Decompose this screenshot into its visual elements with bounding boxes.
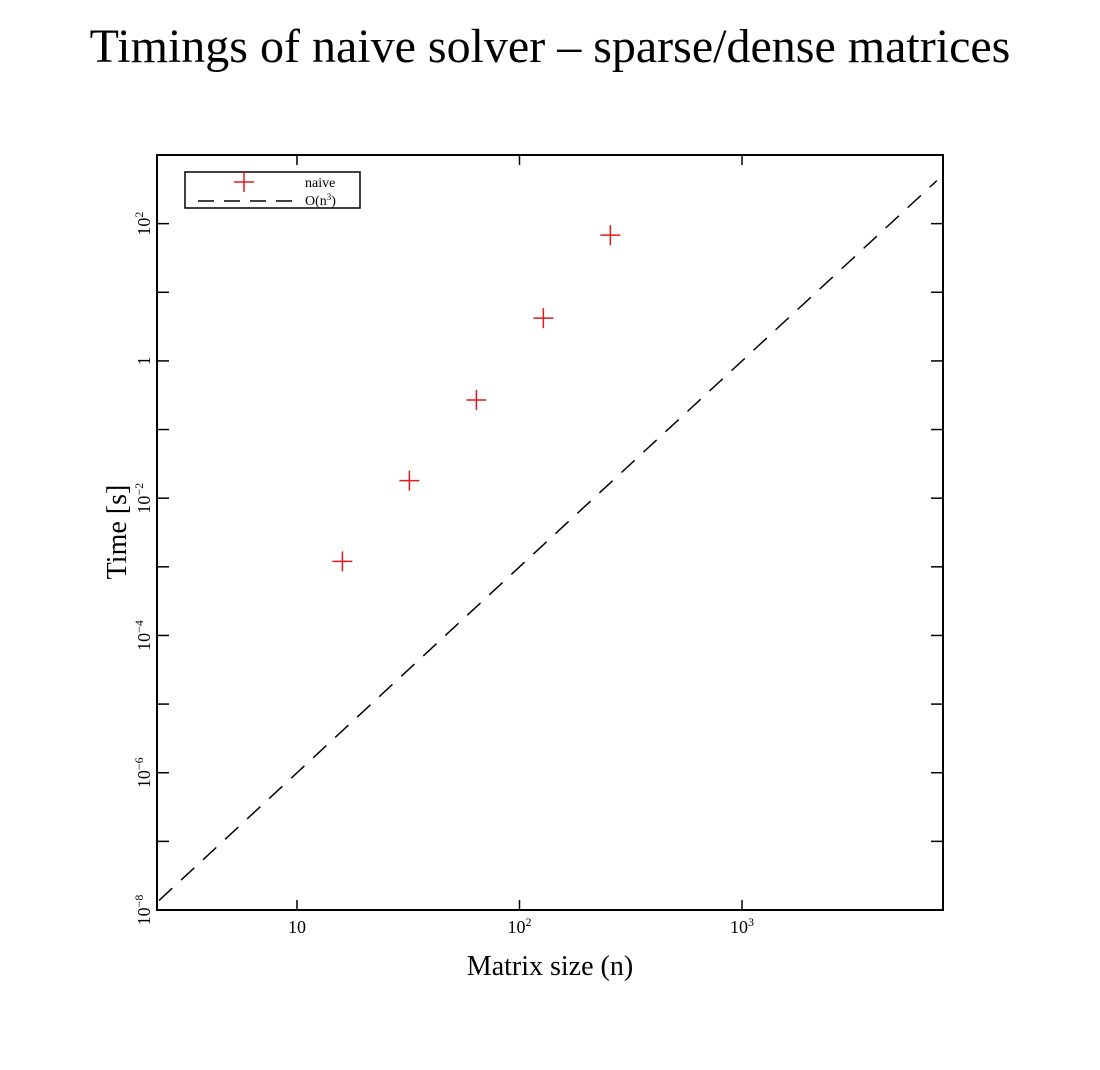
y-tick-label: 10−6 — [132, 757, 154, 788]
y-tick-label: 1 — [134, 356, 154, 365]
x-tick-label: 103 — [730, 915, 754, 937]
x-tick-label: 10 — [288, 917, 306, 937]
series-line-o-n3 — [158, 180, 938, 901]
y-tick-label: 10−2 — [132, 483, 154, 514]
data-point-naive — [533, 308, 554, 329]
legend-label-naive: naive — [305, 176, 335, 191]
plot-frame — [156, 154, 944, 911]
x-axis-label: Matrix size (n) — [467, 951, 633, 982]
legend-box — [184, 171, 361, 209]
data-point-naive — [600, 225, 621, 246]
y-axis-label: Time [s] — [102, 485, 133, 580]
x-tick-label: 102 — [507, 915, 531, 937]
y-tick-label: 10−8 — [132, 895, 154, 926]
y-tick-label: 10−4 — [132, 620, 154, 651]
legend-label-o-n3: O(n3) — [305, 192, 336, 209]
data-point-naive — [332, 551, 353, 572]
chart-title: Timings of naive solver – sparse/dense m… — [90, 20, 1011, 73]
data-point-naive — [399, 470, 420, 491]
y-tick-label: 102 — [132, 212, 154, 236]
data-point-naive — [466, 389, 487, 410]
